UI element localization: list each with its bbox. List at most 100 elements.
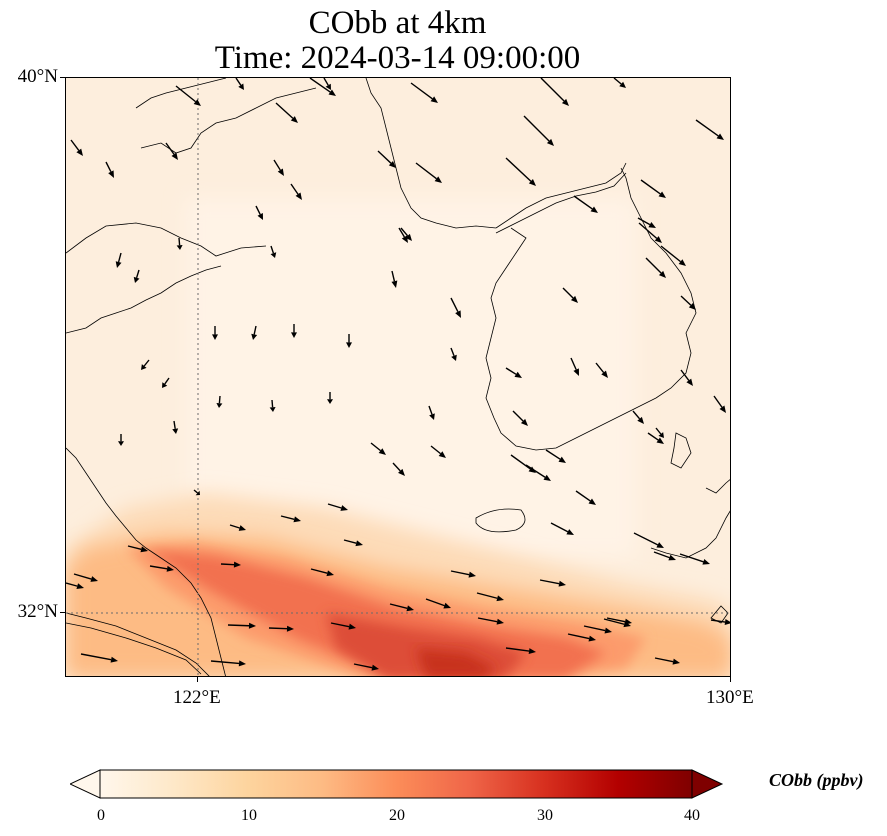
wind-vector-shaft xyxy=(680,369,690,381)
wind-vector-head xyxy=(573,368,579,376)
wind-vector-shaft xyxy=(290,183,299,195)
wind-vector-shaft xyxy=(539,579,560,585)
wind-vector-head xyxy=(468,571,476,578)
wind-vector-head xyxy=(269,406,276,412)
wind-vector-shaft xyxy=(229,524,240,529)
wind-vector-head xyxy=(76,148,83,156)
wind-vector-shaft xyxy=(545,449,561,460)
wind-vector-head xyxy=(212,334,218,340)
wind-vector-shaft xyxy=(80,653,112,661)
wind-vector-shaft xyxy=(327,503,342,509)
wind-vector-shaft xyxy=(275,102,294,119)
wind-vector-head xyxy=(558,456,566,463)
lon-tick xyxy=(730,677,731,682)
wind-vector-head xyxy=(291,332,297,338)
wind-vector-shaft xyxy=(477,617,498,623)
wind-vector-head xyxy=(171,152,178,160)
wind-vector-head xyxy=(438,451,446,458)
wind-vector-shaft xyxy=(175,85,196,103)
wind-vector-head xyxy=(270,252,277,258)
wind-vector-shaft xyxy=(135,269,140,279)
lon-tick xyxy=(197,677,198,682)
wind-vector-shaft xyxy=(425,598,445,607)
wind-vector-head xyxy=(601,370,608,378)
wind-vector-head xyxy=(371,664,379,671)
wind-vector-shaft xyxy=(330,622,350,628)
wind-vector-head xyxy=(378,448,386,455)
wind-vector-shaft xyxy=(410,82,433,100)
wind-vector-shaft xyxy=(512,410,524,422)
wind-vector-head xyxy=(248,622,256,629)
wind-vector-shaft xyxy=(505,157,532,182)
wind-vector-shaft xyxy=(450,347,455,357)
wind-vector-shaft xyxy=(70,139,80,151)
wind-vector-head xyxy=(719,405,726,413)
wind-vector-head xyxy=(455,310,461,318)
low-concentration-area xyxy=(186,198,636,558)
map-title: CObb at 4km xyxy=(308,5,487,41)
wind-vector-head xyxy=(619,81,626,88)
wind-vector-head xyxy=(588,498,596,505)
wind-vector-head xyxy=(678,259,686,266)
wind-vector-shaft xyxy=(392,462,401,472)
wind-vector-shaft xyxy=(193,489,199,494)
wind-vector-head xyxy=(702,558,710,565)
wind-vector-shaft xyxy=(66,582,78,587)
colorbar-tick-40: 40 xyxy=(684,807,700,824)
wind-vector-head xyxy=(656,542,664,548)
colorbar-tick-10: 10 xyxy=(241,807,257,824)
wind-vector-shaft xyxy=(562,287,574,299)
wind-vector-shaft xyxy=(343,539,357,544)
colorbar-tick-30: 30 xyxy=(537,807,553,824)
wind-vector-shaft xyxy=(510,454,531,470)
wind-vector-shaft xyxy=(271,399,274,408)
wind-vector-head xyxy=(290,116,298,123)
wind-vector-head xyxy=(238,525,246,531)
wind-vector-shaft xyxy=(595,362,605,373)
wind-vector-shaft xyxy=(603,618,625,625)
wind-vector-shaft xyxy=(680,295,692,306)
wind-vectors xyxy=(66,78,730,671)
wind-vector-head xyxy=(340,505,348,511)
wind-vector-head xyxy=(648,221,656,228)
wind-vector-shaft xyxy=(575,490,591,502)
wind-vector-head xyxy=(172,428,179,434)
wind-vector-shaft xyxy=(218,395,221,404)
lon-label-left: 122°E xyxy=(173,687,221,708)
wind-vector-head xyxy=(451,354,457,361)
wind-vector-shaft xyxy=(710,619,726,623)
lat-label-bottom: 32°N xyxy=(17,601,58,622)
wind-vector-head xyxy=(496,618,504,625)
wind-vector-shaft xyxy=(450,570,470,576)
wind-vector-head xyxy=(658,270,666,278)
wind-vector-shaft xyxy=(695,119,719,137)
wind-vector-shaft xyxy=(173,420,176,429)
wind-vector-shaft xyxy=(210,660,240,665)
wind-vector-shaft xyxy=(415,162,437,180)
wind-vector-head xyxy=(90,576,98,582)
colorbar-label: CObb (ppbv) xyxy=(769,770,864,790)
wind-vector-head xyxy=(115,261,122,268)
wind-vector-head xyxy=(658,432,664,438)
wind-vector-head xyxy=(391,280,398,288)
wind-vector-shaft xyxy=(310,568,328,574)
wind-vector-shaft xyxy=(268,627,288,630)
wind-vector-head xyxy=(434,176,442,183)
wind-vector-head xyxy=(162,382,168,388)
wind-vector-shaft xyxy=(476,592,498,599)
wind-vector-head xyxy=(195,490,200,496)
wind-vector-shaft xyxy=(583,625,606,632)
wind-vector-head xyxy=(688,303,696,310)
wind-vector-head xyxy=(528,648,536,655)
co-plume xyxy=(66,493,730,676)
wind-vector-head xyxy=(238,660,246,667)
wind-vector-head xyxy=(277,168,284,176)
wind-vector-shaft xyxy=(640,179,661,195)
wind-vector-shaft xyxy=(428,405,433,415)
wind-vector-shaft xyxy=(637,217,651,226)
wind-vector-head xyxy=(637,416,644,424)
wind-vector-shaft xyxy=(377,150,392,164)
wind-vector-shaft xyxy=(280,515,295,520)
wind-vector-shaft xyxy=(632,410,641,420)
wind-vector-shaft xyxy=(570,357,577,370)
